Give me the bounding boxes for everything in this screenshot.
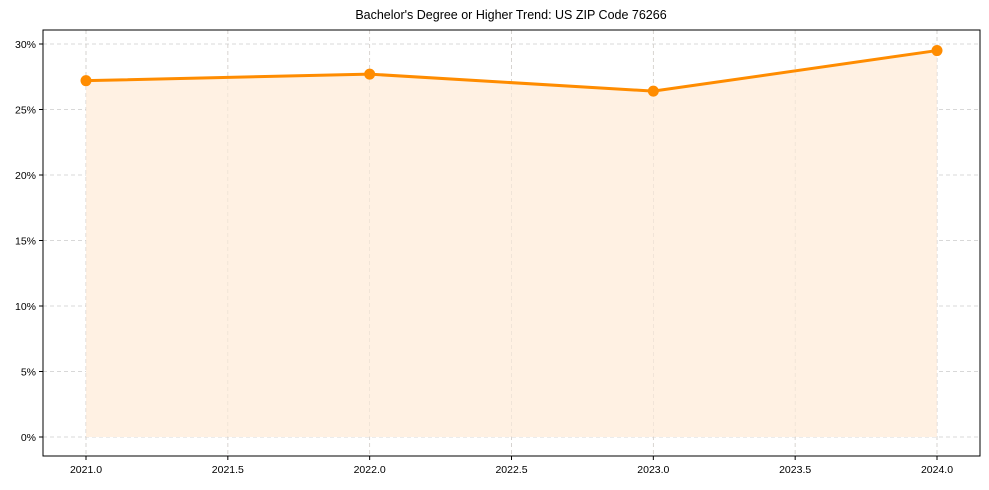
x-tick-label: 2023.5 bbox=[779, 464, 811, 476]
data-line bbox=[85, 49, 938, 93]
data-point bbox=[364, 68, 376, 80]
data-point bbox=[80, 75, 92, 87]
data-point bbox=[647, 85, 659, 97]
x-tick-label: 2022.5 bbox=[495, 464, 527, 476]
chart-title: Bachelor's Degree or Higher Trend: US ZI… bbox=[355, 8, 667, 22]
x-tick-label: 2021.5 bbox=[212, 464, 244, 476]
x-tick-label: 2023.0 bbox=[637, 464, 669, 476]
y-tick-label: 0% bbox=[21, 432, 36, 444]
x-tick-label: 2024.0 bbox=[921, 464, 953, 476]
y-tick-label: 30% bbox=[15, 39, 36, 51]
x-tick-label: 2021.0 bbox=[70, 464, 102, 476]
y-tick-label: 20% bbox=[15, 170, 36, 182]
y-tick-label: 10% bbox=[15, 301, 36, 313]
x-tick-label: 2022.0 bbox=[354, 464, 386, 476]
y-tick-label: 15% bbox=[15, 236, 36, 248]
data-point bbox=[931, 45, 943, 57]
y-tick-label: 5% bbox=[21, 367, 36, 379]
y-tick-label: 25% bbox=[15, 105, 36, 117]
